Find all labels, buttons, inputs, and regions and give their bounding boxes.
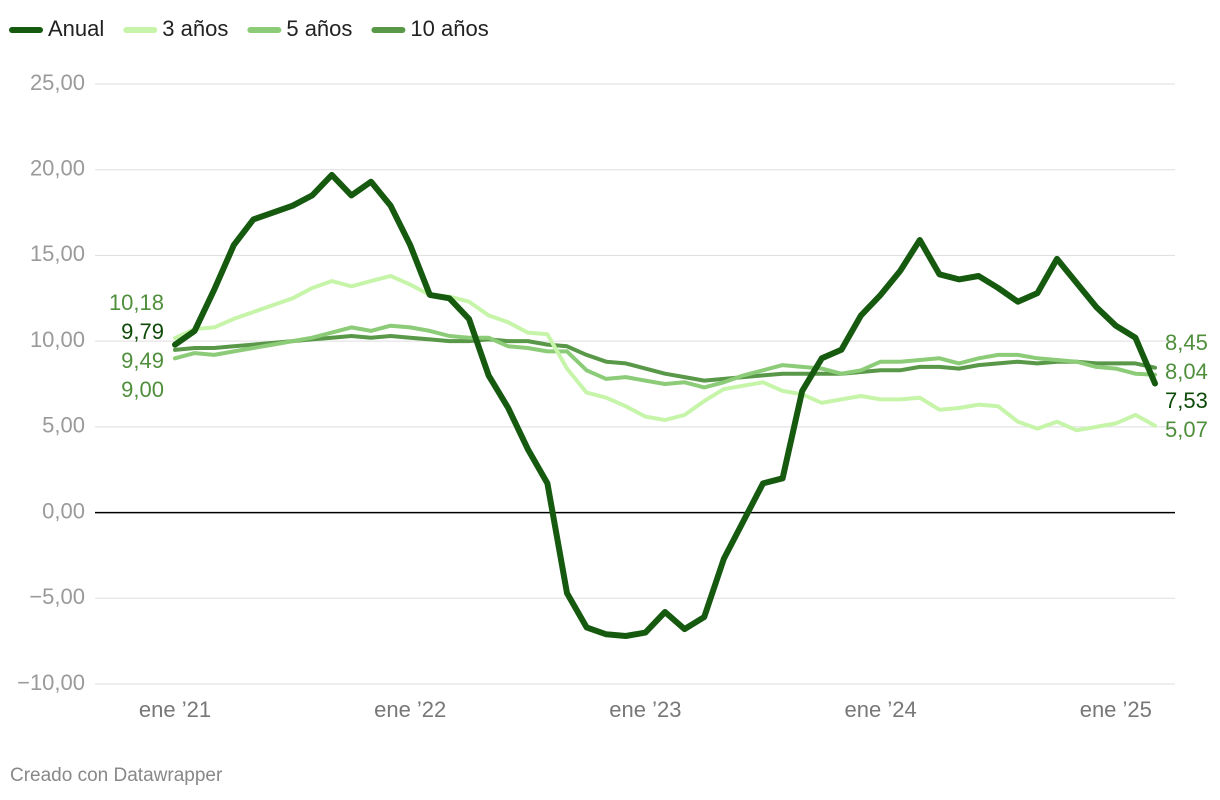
value-label: 8,45 xyxy=(1165,330,1208,355)
labels: 10,18 9,79 9,49 9,00 8,45 8,04 7,53 5,07 xyxy=(109,290,1208,442)
value-label: 10,18 xyxy=(109,290,164,315)
legend-label: 5 años xyxy=(286,16,352,41)
value-label: 9,00 xyxy=(121,377,164,402)
y-tick-label: 15,00 xyxy=(30,241,85,266)
series-line xyxy=(172,171,1158,639)
y-tick-label: 5,00 xyxy=(42,413,85,438)
y-tick-label: −10,00 xyxy=(17,670,85,695)
legend-label: 10 años xyxy=(410,16,488,41)
value-label: 8,04 xyxy=(1165,359,1208,384)
x-tick-label: ene ’25 xyxy=(1080,697,1152,722)
value-label: 5,07 xyxy=(1165,417,1208,442)
value-label: 7,53 xyxy=(1165,388,1208,413)
x-tick-label: ene ’22 xyxy=(374,697,446,722)
legend: Anual 3 años 5 años 10 años xyxy=(9,16,489,41)
series-line xyxy=(173,323,1157,390)
x-tick-label: ene ’23 xyxy=(609,697,681,722)
grid: −10,00 −5,00 0,00 5,00 10,00 15,00 20,00 25,00 e… xyxy=(17,70,1175,722)
series-line xyxy=(173,334,1157,383)
legend-label: Anual xyxy=(48,16,104,41)
x-tick-label: ene ’24 xyxy=(845,697,917,722)
series-line xyxy=(173,274,1157,433)
y-tick-label: 10,00 xyxy=(30,327,85,352)
y-tick-label: 0,00 xyxy=(42,498,85,523)
y-tick-label: 25,00 xyxy=(30,70,85,95)
value-label: 9,49 xyxy=(121,348,164,373)
credit: Creado con Datawrapper xyxy=(10,765,223,786)
legend-label: 3 años xyxy=(162,16,228,41)
lines xyxy=(172,171,1158,639)
y-tick-label: 20,00 xyxy=(30,156,85,181)
value-label: 9,79 xyxy=(121,319,164,344)
y-tick-label: −5,00 xyxy=(29,584,85,609)
x-tick-label: ene ’21 xyxy=(139,697,211,722)
